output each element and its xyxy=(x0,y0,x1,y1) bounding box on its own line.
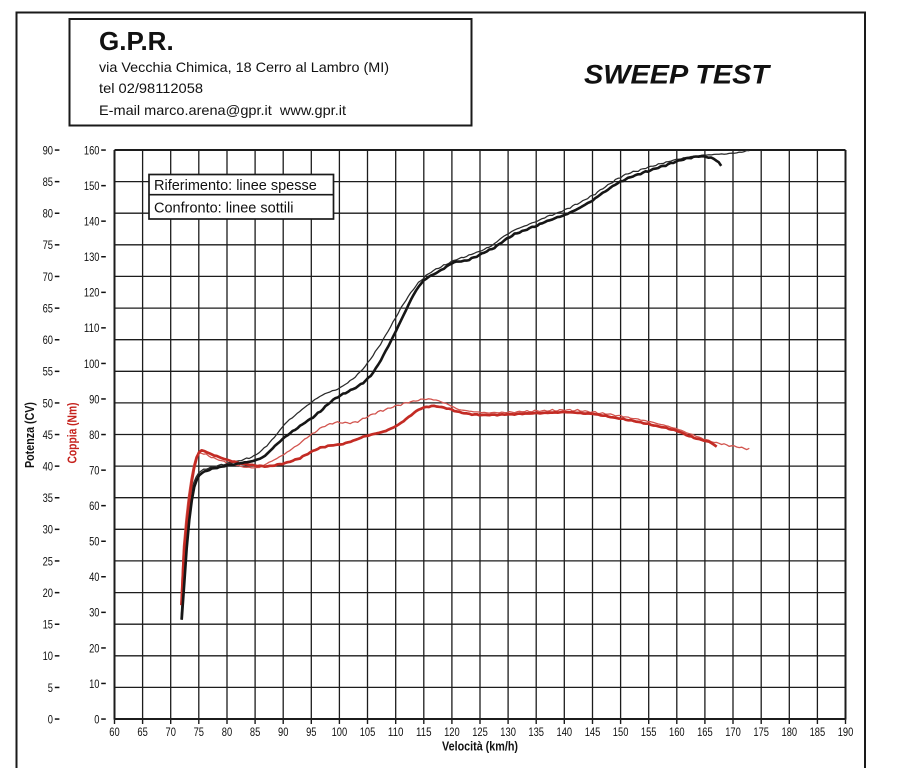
svg-text:140: 140 xyxy=(84,215,100,229)
svg-text:105: 105 xyxy=(360,725,376,739)
svg-text:30: 30 xyxy=(43,523,54,537)
svg-text:55: 55 xyxy=(43,365,54,379)
svg-text:180: 180 xyxy=(782,725,798,739)
svg-text:90: 90 xyxy=(278,725,289,739)
svg-text:G.P.R.: G.P.R. xyxy=(99,26,174,56)
svg-text:85: 85 xyxy=(250,725,261,739)
svg-text:60: 60 xyxy=(43,333,54,347)
svg-text:tel 02/98112058: tel 02/98112058 xyxy=(99,80,203,96)
svg-text:100: 100 xyxy=(84,357,100,371)
svg-text:110: 110 xyxy=(388,725,404,739)
svg-text:60: 60 xyxy=(109,725,120,739)
svg-text:145: 145 xyxy=(585,725,601,739)
svg-text:45: 45 xyxy=(43,428,54,442)
svg-text:120: 120 xyxy=(84,286,100,300)
svg-text:95: 95 xyxy=(306,725,317,739)
svg-text:70: 70 xyxy=(43,270,54,284)
svg-text:40: 40 xyxy=(89,570,100,584)
svg-text:90: 90 xyxy=(43,143,54,157)
svg-text:170: 170 xyxy=(725,725,741,739)
svg-text:70: 70 xyxy=(166,725,177,739)
svg-text:160: 160 xyxy=(669,725,685,739)
svg-text:80: 80 xyxy=(89,428,100,442)
svg-text:75: 75 xyxy=(43,238,54,252)
svg-text:120: 120 xyxy=(444,725,460,739)
svg-text:Riferimento: linee spesse: Riferimento: linee spesse xyxy=(154,178,317,194)
svg-text:155: 155 xyxy=(641,725,657,739)
svg-text:30: 30 xyxy=(89,606,100,620)
svg-text:140: 140 xyxy=(557,725,573,739)
svg-text:SWEEP TEST: SWEEP TEST xyxy=(584,60,772,90)
svg-text:Confronto: linee sottili: Confronto: linee sottili xyxy=(154,201,293,217)
svg-text:130: 130 xyxy=(500,725,516,739)
svg-text:160: 160 xyxy=(84,143,100,157)
svg-text:60: 60 xyxy=(89,499,100,513)
svg-text:50: 50 xyxy=(43,396,54,410)
svg-text:25: 25 xyxy=(43,554,54,568)
svg-text:15: 15 xyxy=(43,618,54,632)
svg-text:Potenza (CV): Potenza (CV) xyxy=(23,402,37,468)
svg-text:80: 80 xyxy=(222,725,233,739)
svg-text:175: 175 xyxy=(753,725,769,739)
svg-text:Coppia (Nm): Coppia (Nm) xyxy=(65,403,79,464)
svg-text:via Vecchia Chimica, 18 Cerro: via Vecchia Chimica, 18 Cerro al Lambro … xyxy=(99,59,389,75)
svg-text:130: 130 xyxy=(84,250,100,264)
svg-text:20: 20 xyxy=(89,641,100,655)
svg-text:135: 135 xyxy=(528,725,544,739)
svg-text:115: 115 xyxy=(416,725,432,739)
svg-text:110: 110 xyxy=(84,321,100,335)
svg-text:65: 65 xyxy=(137,725,148,739)
svg-text:40: 40 xyxy=(43,460,54,474)
svg-text:80: 80 xyxy=(43,207,54,221)
svg-text:150: 150 xyxy=(84,179,100,193)
svg-text:20: 20 xyxy=(43,586,54,600)
svg-text:125: 125 xyxy=(472,725,488,739)
svg-text:0: 0 xyxy=(94,712,99,726)
svg-text:100: 100 xyxy=(332,725,348,739)
svg-text:0: 0 xyxy=(48,712,53,726)
svg-text:165: 165 xyxy=(697,725,713,739)
svg-text:Velocità (km/h): Velocità (km/h) xyxy=(442,740,518,754)
svg-text:10: 10 xyxy=(43,649,54,663)
svg-text:90: 90 xyxy=(89,392,100,406)
svg-text:E-mail marco.arena@gpr.it www: E-mail marco.arena@gpr.it www.gpr.it xyxy=(99,102,346,118)
svg-text:150: 150 xyxy=(613,725,629,739)
svg-text:185: 185 xyxy=(810,725,826,739)
svg-text:75: 75 xyxy=(194,725,205,739)
svg-text:190: 190 xyxy=(838,725,854,739)
svg-text:50: 50 xyxy=(89,535,100,549)
svg-text:35: 35 xyxy=(43,491,54,505)
svg-text:85: 85 xyxy=(43,175,54,189)
svg-text:65: 65 xyxy=(43,302,54,316)
svg-text:10: 10 xyxy=(89,677,100,691)
svg-text:70: 70 xyxy=(89,464,100,478)
svg-text:5: 5 xyxy=(48,681,53,695)
